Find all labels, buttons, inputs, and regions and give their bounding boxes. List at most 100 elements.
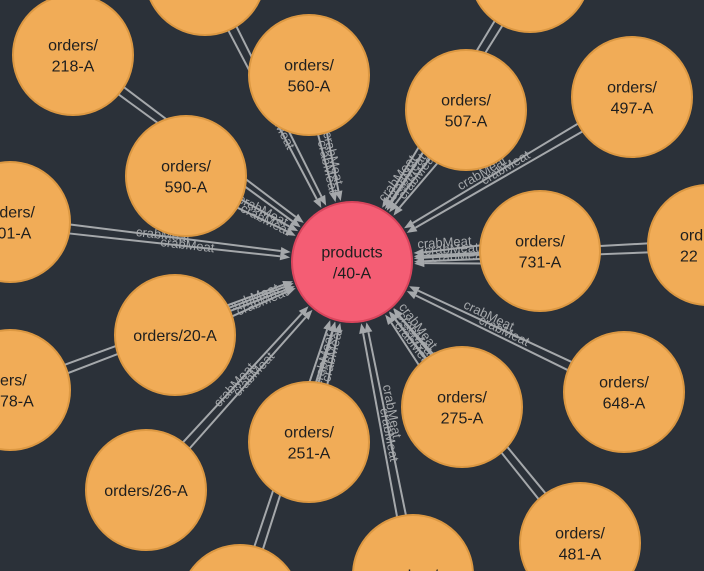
node[interactable]: [479, 190, 601, 312]
node-label: orders/590-A: [161, 159, 211, 197]
node[interactable]: [145, 0, 265, 36]
edge: [325, 132, 340, 192]
node-label: ord 22: [680, 228, 703, 266]
node-label: products/40-A: [321, 245, 382, 283]
arrow-head: [334, 322, 342, 334]
arrow-head: [406, 224, 418, 233]
arrow-head: [364, 322, 373, 333]
node[interactable]: [401, 346, 523, 468]
node-label-line: orders/: [437, 390, 487, 407]
node[interactable]: [114, 274, 236, 396]
node-label-line: 78-A: [0, 394, 34, 411]
edge: [69, 223, 281, 252]
edge-label: crabMeat: [160, 234, 216, 255]
edge: [182, 312, 303, 444]
edge: [68, 232, 281, 258]
edge-label: crabMeat: [417, 233, 472, 251]
edge: [231, 291, 287, 318]
edge: [414, 130, 584, 229]
arrow-head: [409, 286, 420, 295]
node[interactable]: [180, 544, 300, 571]
node-label-line: orders/: [515, 234, 565, 251]
node-label: orders/648-A: [599, 375, 649, 413]
node[interactable]: [85, 429, 207, 551]
node-label-line: orders/: [607, 80, 657, 97]
edge: [228, 286, 285, 309]
edge: [240, 198, 290, 228]
edge: [423, 253, 481, 259]
node[interactable]: [291, 201, 413, 323]
node-label-line: 648-A: [603, 396, 646, 413]
node-label-line: orders/: [599, 375, 649, 392]
node-label-line: orders/26-A: [104, 483, 188, 500]
node-label-line: 590-A: [165, 180, 208, 197]
arrow-head: [313, 197, 322, 209]
arrow-head: [287, 222, 299, 232]
arrow-head: [385, 314, 395, 326]
node-label: orders/201-A: [0, 205, 35, 243]
edge: [398, 162, 438, 209]
node-label-line: 507-A: [445, 114, 488, 131]
node[interactable]: [12, 0, 134, 116]
arrow-head: [388, 311, 399, 323]
node-label: orders/251-A: [284, 425, 334, 463]
node-label-line: orders/: [284, 425, 334, 442]
node-label-line: /40-A: [333, 266, 372, 283]
arrow-head: [329, 191, 338, 203]
node-label-line: orders/: [48, 38, 98, 55]
arrow-head: [328, 321, 337, 333]
node-label-line: orders/: [555, 526, 605, 543]
edge: [188, 316, 307, 450]
node[interactable]: [0, 161, 71, 283]
node-label: orders/: [388, 568, 438, 571]
arrow-head: [404, 219, 415, 229]
edge: [362, 333, 399, 518]
edge: [390, 152, 424, 202]
node-label-line: orders/20-A: [133, 328, 217, 345]
node-label: orders/481-A: [555, 526, 605, 564]
edge: [317, 134, 335, 193]
node[interactable]: [352, 514, 474, 571]
node-label-line: orders/: [284, 58, 334, 75]
arrow-head: [323, 320, 331, 331]
node-label: orders/507-A: [441, 93, 491, 131]
node-label-line: orders/: [441, 93, 491, 110]
arrow-head: [302, 309, 313, 320]
node[interactable]: [519, 482, 641, 571]
arrow-head: [280, 246, 291, 255]
node-label-line: orders/: [388, 568, 438, 571]
arrow-head: [384, 198, 395, 210]
node[interactable]: [248, 381, 370, 503]
edge: [394, 157, 431, 205]
edge: [367, 331, 407, 516]
arrow-head: [284, 227, 296, 236]
node-label: orders/218-A: [48, 38, 98, 76]
node-label-line: 731-A: [519, 255, 562, 272]
arrow-head: [393, 308, 403, 319]
arrow-head: [279, 252, 291, 261]
edge: [236, 206, 288, 233]
arrow-head: [382, 197, 391, 208]
node[interactable]: [647, 184, 704, 306]
node[interactable]: [563, 331, 685, 453]
node[interactable]: [0, 329, 71, 451]
node-label: orders/497-A: [607, 80, 657, 118]
node-label: ers/78-A: [0, 373, 34, 411]
edge: [423, 244, 480, 254]
node[interactable]: [470, 0, 590, 33]
node-label-line: 481-A: [559, 547, 602, 564]
arrow-head: [414, 257, 425, 266]
node[interactable]: [125, 115, 247, 237]
node[interactable]: [248, 14, 370, 136]
node[interactable]: [571, 36, 693, 158]
node-label: orders/731-A: [515, 234, 565, 272]
edge: [412, 122, 579, 224]
node-label-line: 22: [680, 249, 698, 266]
arrow-head: [406, 291, 418, 300]
node-label: orders/26-A: [104, 483, 188, 500]
node[interactable]: [405, 49, 527, 171]
node-label-line: 218-A: [52, 59, 95, 76]
